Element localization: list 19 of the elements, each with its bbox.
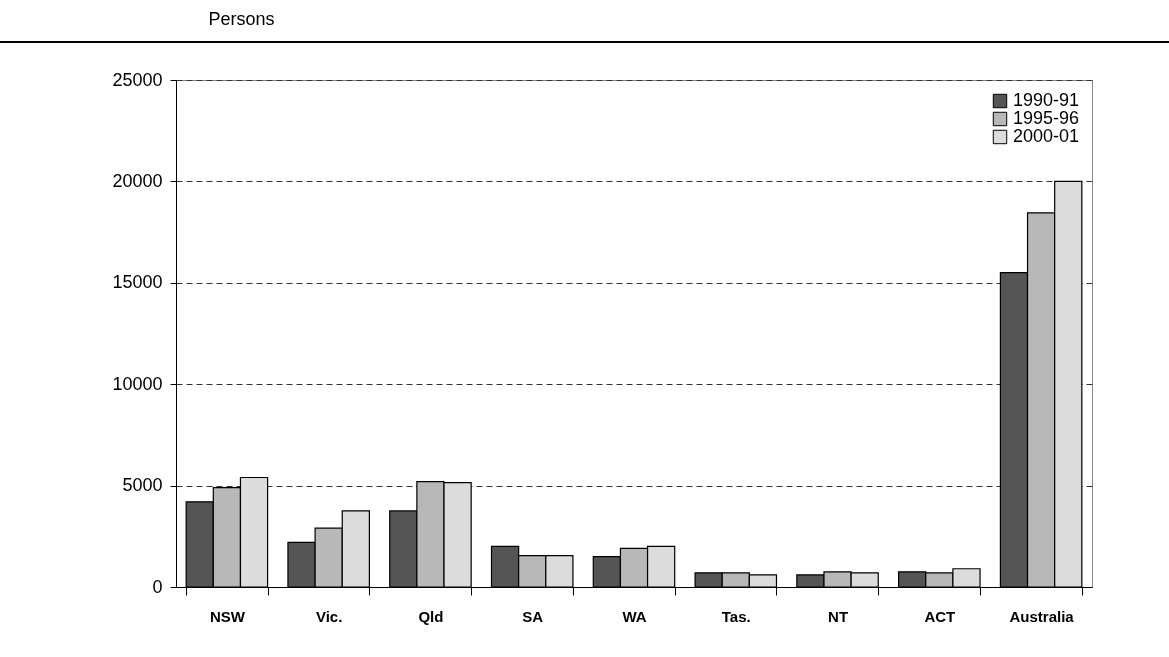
y-tick-label: 15000 <box>112 272 163 293</box>
x-tick-label: Qld <box>418 607 444 625</box>
x-tick-label: NSW <box>209 607 246 625</box>
y-tick-label: 10000 <box>112 373 163 394</box>
x-tick-label: NT <box>828 607 849 625</box>
y-tick-label: 0 <box>152 576 163 597</box>
legend-label: 2000-01 <box>1013 126 1080 146</box>
y-tick-label: 20000 <box>112 170 163 191</box>
x-tick-label: ACT <box>924 607 956 625</box>
y-tick-label: 5000 <box>122 475 163 496</box>
legend-label: 1995-96 <box>1013 108 1080 128</box>
x-tick-label: Australia <box>1009 607 1075 625</box>
x-tick-label: Tas. <box>721 607 751 625</box>
y-axis-title: Persons <box>208 8 275 29</box>
legend-label: 1990-91 <box>1013 90 1080 110</box>
x-tick-label: Vic. <box>315 607 343 625</box>
x-tick-label: SA <box>522 607 544 625</box>
x-tick-label: WA <box>622 607 647 625</box>
y-tick-label: 25000 <box>112 69 163 90</box>
